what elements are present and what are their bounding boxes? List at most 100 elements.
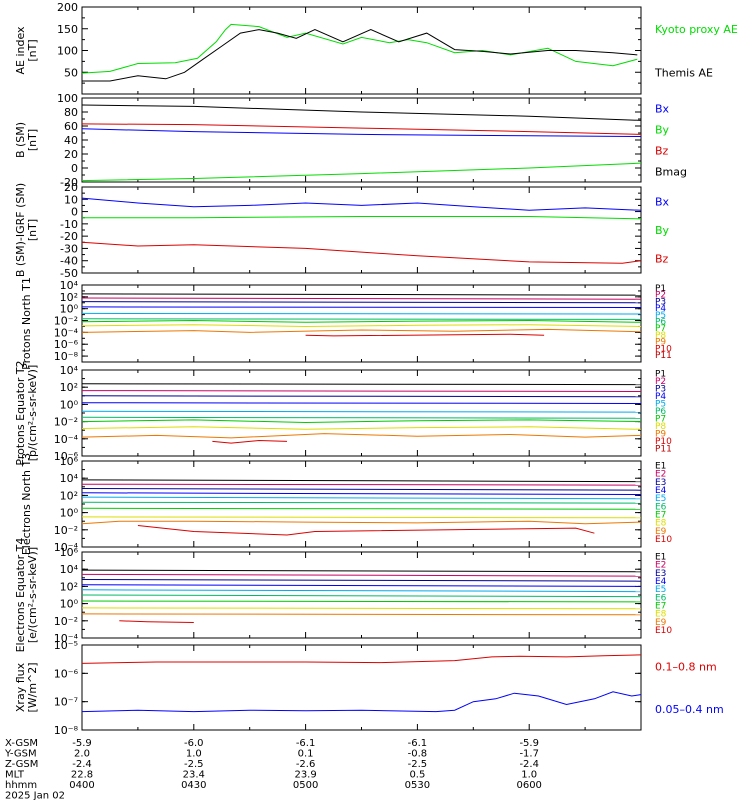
series-line-P4 (81, 306, 642, 308)
legend-P4: P4 (655, 392, 666, 402)
legend-P1: P1 (655, 284, 666, 294)
legend-Bx: Bx (655, 195, 670, 208)
legend-Kyoto-proxy-AE: Kyoto proxy AE (655, 23, 738, 36)
legend-E10: E10 (655, 626, 672, 636)
y-tick-label: 50 (64, 66, 78, 79)
y-tick-label: 10⁴ (60, 364, 79, 377)
legend-P2: P2 (655, 291, 666, 301)
legend-By: By (655, 124, 670, 137)
legend-E5: E5 (655, 585, 666, 595)
series-line-P1 (81, 383, 642, 386)
x-row-value: -2.6 (296, 759, 316, 770)
y-tick-label: -10 (60, 218, 78, 231)
series-line-E3 (81, 579, 642, 582)
series-line-E9 (81, 520, 642, 525)
series-line-Kyoto-proxy-AE (81, 23, 638, 74)
legend-P3: P3 (655, 297, 666, 307)
series-line-Themis-AE (82, 29, 638, 82)
series-line-E7 (81, 507, 642, 510)
y-tick-label: 10⁶ (60, 455, 79, 468)
series-line-E5 (81, 496, 642, 500)
series-line-P3 (81, 395, 642, 398)
y-tick-label: 60 (64, 120, 78, 133)
series-line-0-05-0-4-nm (81, 691, 642, 713)
legend-E7: E7 (655, 511, 666, 521)
series-line-Bmag (81, 104, 642, 121)
y-tick-label: 10⁻⁸ (54, 350, 79, 363)
y-tick-label: 20 (64, 148, 78, 161)
panel-2-frame (81, 97, 642, 183)
legend-E1: E1 (655, 552, 666, 562)
y-tick-label: 10² (60, 489, 78, 502)
legend-E2: E2 (655, 561, 666, 571)
series-line-P7 (81, 319, 642, 323)
y-tick-label: -20 (60, 230, 78, 243)
series-line-E6 (81, 594, 642, 598)
x-date-label: 2025 Jan 02 (5, 791, 65, 800)
x-row-value: 0400 (69, 780, 94, 791)
legend-E1: E1 (655, 461, 666, 471)
legend-P8: P8 (655, 331, 666, 341)
series-line-P6 (81, 318, 642, 320)
x-row-value: -2.5 (408, 759, 428, 770)
y-tick-label: 20 (64, 181, 78, 194)
series-line-P2 (81, 390, 642, 392)
panel-1-ylabel: AE index (14, 26, 27, 75)
y-tick-label: 10⁴ (60, 563, 79, 576)
series-line-E1 (81, 569, 642, 573)
legend-E3: E3 (655, 478, 666, 488)
y-tick-label: 10⁰ (60, 398, 79, 411)
x-row-value: -6.1 (296, 738, 316, 749)
y-tick-label: -20 (60, 176, 78, 189)
series-line-By (81, 162, 642, 182)
y-tick-label: 10⁻² (54, 524, 78, 537)
series-line-P4 (81, 402, 642, 404)
series-line-0-1-0-8-nm (81, 654, 642, 664)
series-line-E5 (81, 589, 642, 593)
x-row-value: -2.5 (184, 759, 204, 770)
panel-6-frame (81, 460, 642, 548)
x-row-value: -0.8 (408, 749, 428, 760)
y-tick-label: -30 (60, 242, 78, 255)
legend-Bz: Bz (655, 253, 669, 266)
x-row-value: 0530 (405, 780, 430, 791)
legend-E8: E8 (655, 610, 667, 620)
panel-4-ylabel: Protons North T1 (20, 277, 33, 370)
panel-5-yunit: [p/(cm²-s-sr-keV)] (26, 365, 39, 462)
x-row-value: -2.4 (72, 759, 92, 770)
series-line-P6 (81, 416, 642, 419)
x-row-value: -1.7 (519, 749, 539, 760)
legend-P6: P6 (655, 318, 666, 328)
series-line-Bx (81, 197, 642, 211)
legend-Bx: Bx (655, 103, 670, 116)
y-tick-label: 10⁻⁶ (54, 450, 79, 463)
panel-7-ylabel: Electrons Equator T4 (14, 538, 27, 653)
legend-By: By (655, 224, 670, 237)
series-line-P2 (81, 297, 642, 300)
x-row-value: 0500 (293, 780, 318, 791)
panel-1-yunit: [nT] (26, 39, 39, 61)
legend-E9: E9 (655, 527, 667, 537)
series-line-P9 (81, 433, 642, 439)
series-line-E8 (81, 607, 642, 610)
series-line-E4 (81, 584, 642, 587)
legend-E4: E4 (655, 577, 667, 587)
y-tick-label: 80 (64, 106, 78, 119)
y-tick-label: 10⁻⁸ (54, 724, 79, 737)
series-line-P5 (81, 410, 642, 413)
y-tick-label: 0 (71, 162, 78, 175)
series-line-E2 (81, 573, 642, 577)
panel-3-yunit: [nT] (26, 219, 39, 241)
legend-E6: E6 (655, 502, 667, 512)
series-line-P7 (81, 419, 642, 424)
y-tick-label: 10⁶ (60, 546, 79, 559)
y-tick-label: 10⁻⁷ (54, 696, 78, 709)
legend-P7: P7 (655, 324, 666, 334)
series-line-E9 (81, 613, 642, 616)
y-tick-label: 10⁻⁴ (54, 326, 79, 339)
series-line-E7 (81, 600, 642, 603)
legend-Bz: Bz (655, 145, 669, 158)
panel-6-ylabel: Electrons North T3 (20, 453, 33, 555)
legend-Themis-AE: Themis AE (654, 66, 713, 79)
legend-E10: E10 (655, 535, 672, 545)
